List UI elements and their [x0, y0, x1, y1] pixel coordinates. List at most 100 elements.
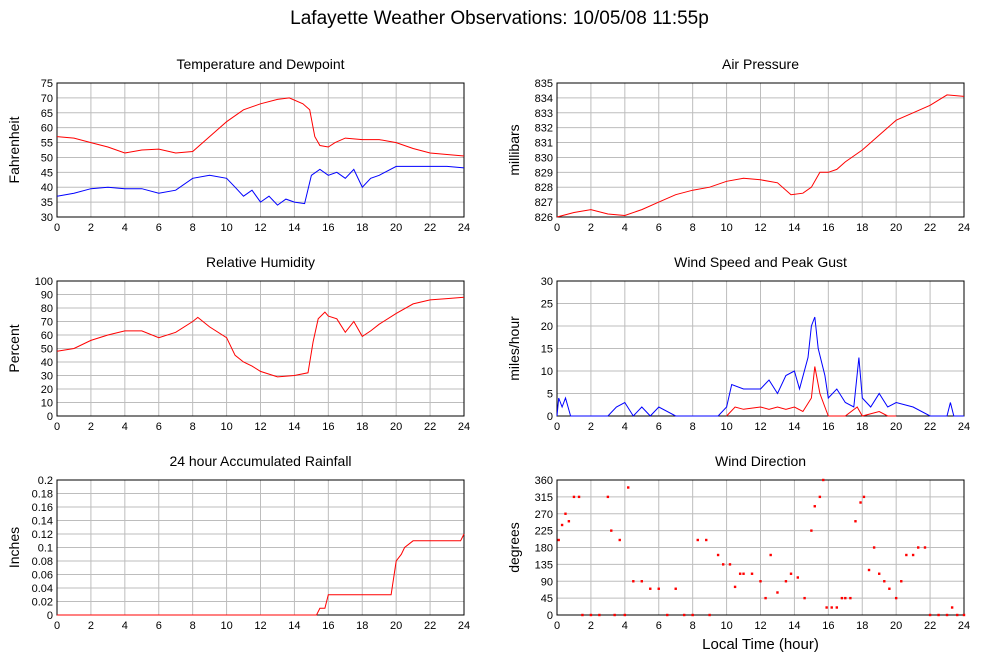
x-tick-label: 20: [890, 222, 902, 234]
y-tick-label: 180: [535, 543, 553, 555]
x-tick-label: 0: [554, 421, 560, 433]
data-point: [923, 546, 927, 549]
data-point: [610, 529, 613, 532]
y-tick-label: 10: [41, 398, 53, 410]
x-tick-label: 14: [788, 620, 800, 632]
data-point: [674, 587, 677, 590]
y-tick-label: 15: [541, 344, 553, 356]
x-tick-label: 2: [88, 620, 94, 632]
data-point: [733, 585, 737, 589]
data-point: [657, 587, 660, 590]
data-point: [813, 505, 816, 508]
y-tick-label: 826: [535, 212, 553, 224]
x-tick-label: 16: [322, 421, 334, 433]
x-tick-label: 10: [220, 222, 232, 234]
x-tick-label: 24: [958, 620, 970, 632]
y-tick-label: 0: [547, 411, 553, 423]
x-tick-label: 8: [690, 421, 696, 433]
y-tick-label: 315: [535, 492, 553, 504]
x-tick-label: 18: [356, 421, 368, 433]
y-tick-label: 20: [41, 384, 53, 396]
y-tick-label: 270: [535, 509, 553, 521]
x-tick-label: 20: [390, 421, 402, 433]
y-tick-label: 0.1: [38, 543, 53, 555]
data-point: [742, 572, 745, 575]
data-point: [854, 520, 857, 523]
data-point: [682, 613, 686, 617]
y-tick-label: 225: [535, 526, 553, 538]
x-tick-label: 18: [856, 421, 868, 433]
y-tick-label: 5: [547, 389, 553, 401]
data-point: [840, 596, 844, 600]
data-point: [581, 613, 584, 617]
y-tick-label: 829: [535, 167, 553, 179]
data-point: [705, 538, 708, 542]
data-point: [956, 613, 959, 617]
x-tick-label: 22: [924, 222, 936, 234]
x-tick-label: 2: [88, 222, 94, 234]
x-tick-label: 14: [288, 222, 300, 234]
x-tick-label: 6: [656, 620, 662, 632]
x-tick-label: 20: [390, 620, 402, 632]
data-point: [900, 580, 903, 583]
x-tick-label: 0: [54, 620, 60, 632]
chart-title: Wind Direction: [715, 453, 806, 469]
data-point: [623, 613, 627, 617]
x-tick-label: 2: [588, 222, 594, 234]
y-tick-label: 60: [41, 123, 53, 135]
chart-title: Relative Humidity: [206, 254, 315, 270]
x-tick-label: 22: [424, 421, 436, 433]
y-tick-label: 0.16: [32, 502, 53, 514]
x-tick-label: 12: [254, 421, 266, 433]
series-line-2: [56, 165, 465, 206]
x-tick-label: 12: [754, 421, 766, 433]
y-tick-label: 835: [535, 78, 553, 90]
data-point: [917, 546, 920, 549]
y-tick-label: 10: [541, 366, 553, 378]
data-point: [888, 587, 891, 590]
y-tick-label: 135: [535, 559, 553, 571]
y-tick-label: 0.18: [32, 489, 53, 501]
x-tick-label: 12: [254, 620, 266, 632]
data-point: [618, 538, 621, 542]
x-tick-label: 10: [220, 421, 232, 433]
y-tick-label: 0: [47, 610, 53, 622]
y-tick-label: 40: [41, 182, 53, 194]
data-point: [708, 613, 711, 617]
x-tick-label: 22: [424, 620, 436, 632]
plot-frame: [556, 479, 965, 616]
data-point: [962, 613, 966, 617]
y-tick-label: 70: [41, 317, 53, 329]
data-point: [606, 495, 610, 499]
y-tick-label: 80: [41, 303, 53, 315]
x-tick-label: 6: [156, 620, 162, 632]
data-point: [883, 580, 886, 583]
x-tick-label: 14: [788, 421, 800, 433]
data-point: [878, 572, 881, 575]
x-tick-label: 16: [822, 222, 834, 234]
data-point: [716, 553, 720, 557]
y-tick-label: 0.02: [32, 597, 53, 609]
y-axis-label: millibars: [506, 124, 522, 175]
x-tick-label: 24: [958, 421, 970, 433]
x-tick-label: 8: [690, 620, 696, 632]
y-tick-label: 830: [535, 152, 553, 164]
data-point: [567, 520, 571, 523]
data-point: [640, 580, 643, 583]
y-axis-label: Inches: [6, 527, 22, 568]
plot-frame: [556, 280, 965, 417]
y-tick-label: 90: [41, 290, 53, 302]
x-tick-label: 14: [288, 620, 300, 632]
data-point: [764, 596, 767, 600]
x-axis-label: Local Time (hour): [702, 636, 819, 653]
data-point: [945, 613, 949, 617]
data-point: [750, 572, 754, 575]
data-point: [830, 606, 833, 609]
data-point: [776, 591, 779, 594]
y-tick-label: 828: [535, 182, 553, 194]
x-tick-label: 24: [458, 620, 470, 632]
x-tick-label: 0: [554, 222, 560, 234]
y-tick-label: 70: [41, 93, 53, 105]
x-tick-label: 8: [190, 421, 196, 433]
